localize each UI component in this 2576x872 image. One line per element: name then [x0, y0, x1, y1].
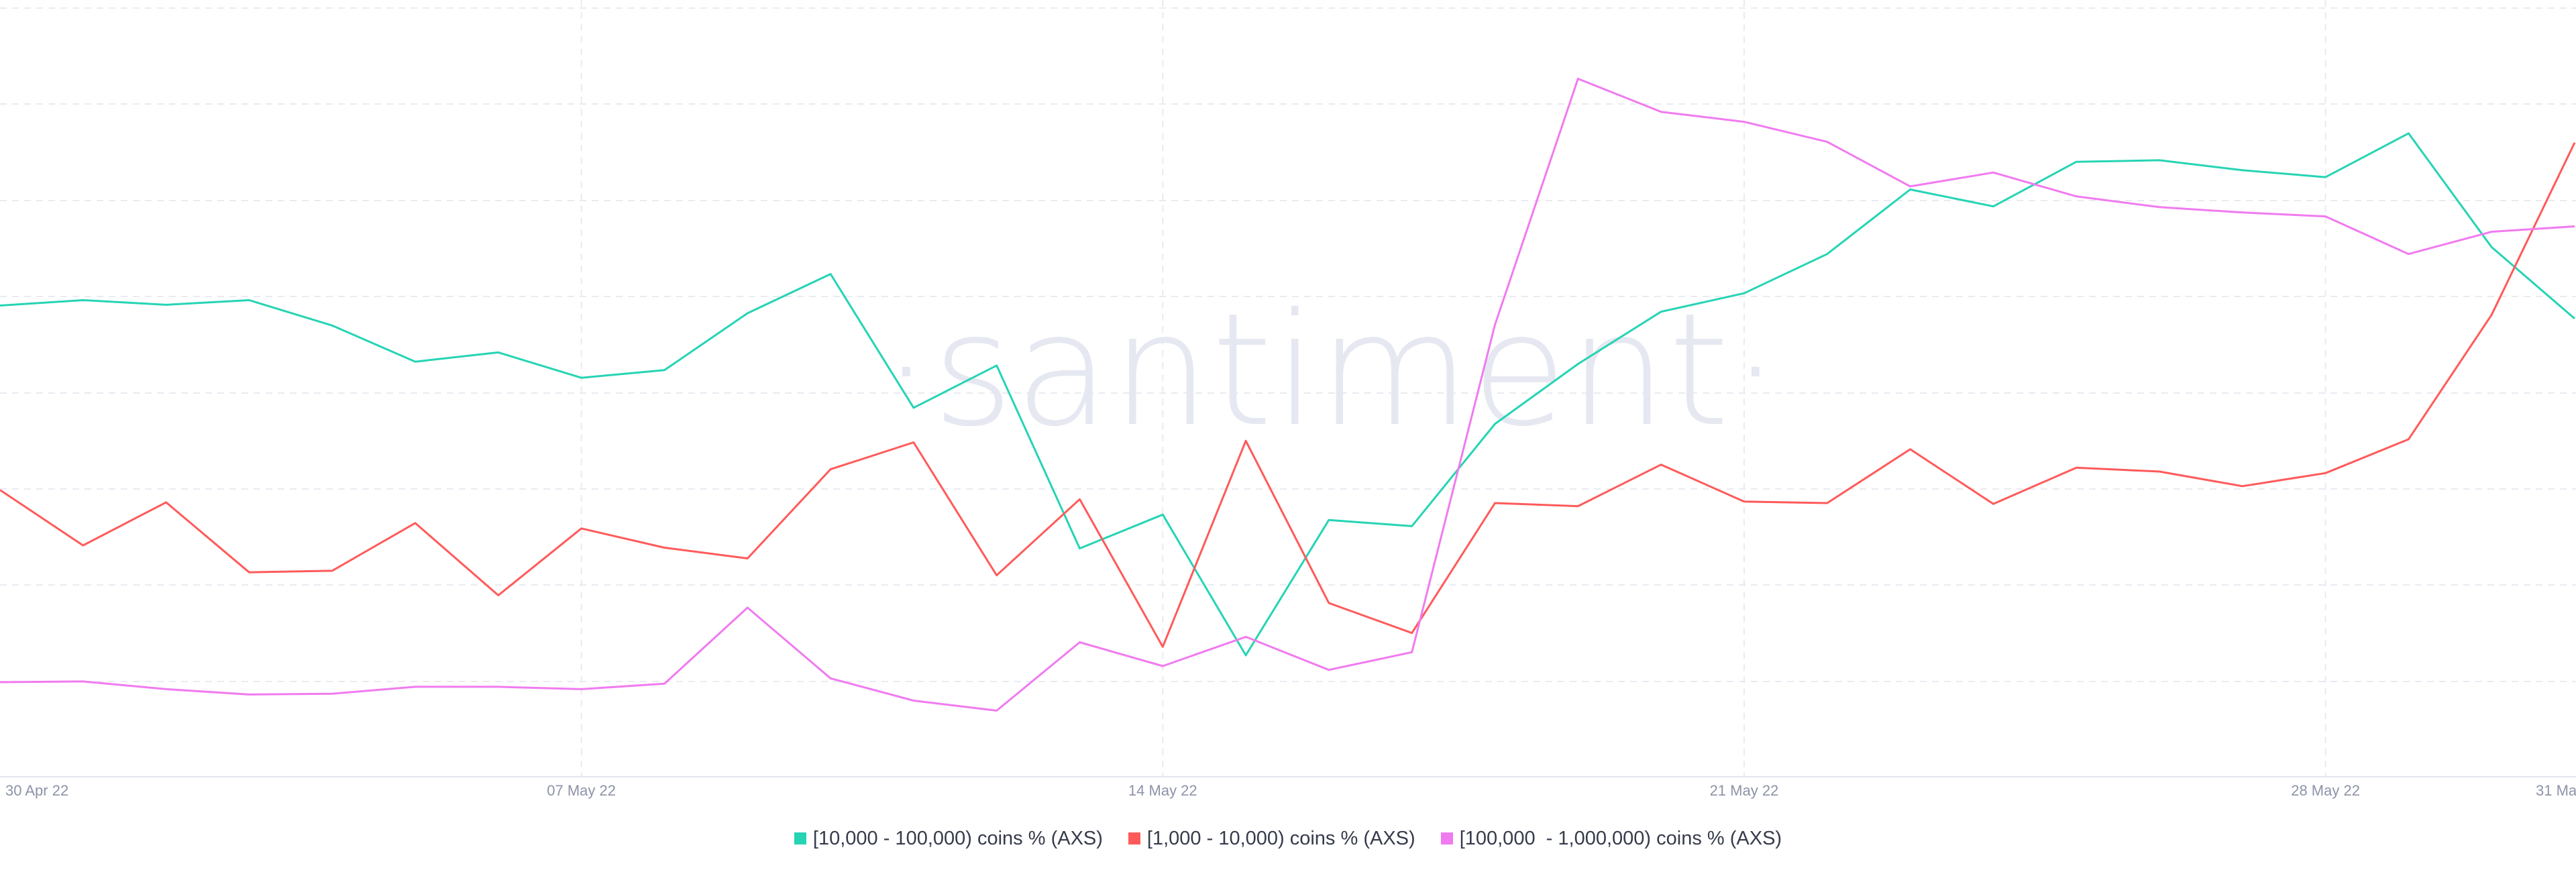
x-tick-label: 14 May 22 — [1128, 782, 1197, 799]
x-axis-ticks: 30 Apr 22 07 May 22 14 May 22 21 May 22 28 M… — [5, 782, 2576, 799]
grid-lines — [0, 0, 2576, 777]
legend-swatch — [1440, 832, 1453, 844]
x-tick-label: 28 May 22 — [2291, 782, 2360, 799]
legend-label: [100,000 - 1,000,000) coins % (AXS) — [1459, 827, 1782, 849]
series-line-2 — [0, 77, 2575, 712]
x-tick-label: 21 May 22 — [1710, 782, 1779, 799]
x-tick-label: 07 May 22 — [547, 782, 616, 799]
legend-label: [1,000 - 10,000) coins % (AXS) — [1146, 827, 1415, 849]
legend-item-2[interactable]: [100,000 - 1,000,000) coins % (AXS) — [1440, 827, 1782, 850]
legend-swatch — [794, 832, 806, 844]
series-line-1 — [0, 142, 2576, 648]
legend-item-1[interactable]: [1,000 - 10,000) coins % (AXS) — [1128, 828, 1415, 850]
x-tick-label: 31 May — [2536, 782, 2576, 799]
legend-label: [10,000 - 100,000) coins % (AXS) — [812, 827, 1103, 849]
legend-item-0[interactable]: [10,000 - 100,000) coins % (AXS) — [794, 828, 1103, 850]
x-tick-label: 30 Apr 22 — [5, 782, 68, 799]
legend-swatch — [1128, 832, 1140, 844]
series-lines — [0, 77, 2576, 712]
santiment-watermark: ·santiment· — [881, 280, 1782, 461]
chart-legend: [10,000 - 100,000) coins % (AXS) [1,000 -… — [0, 822, 2576, 855]
series-line-0 — [0, 132, 2575, 657]
